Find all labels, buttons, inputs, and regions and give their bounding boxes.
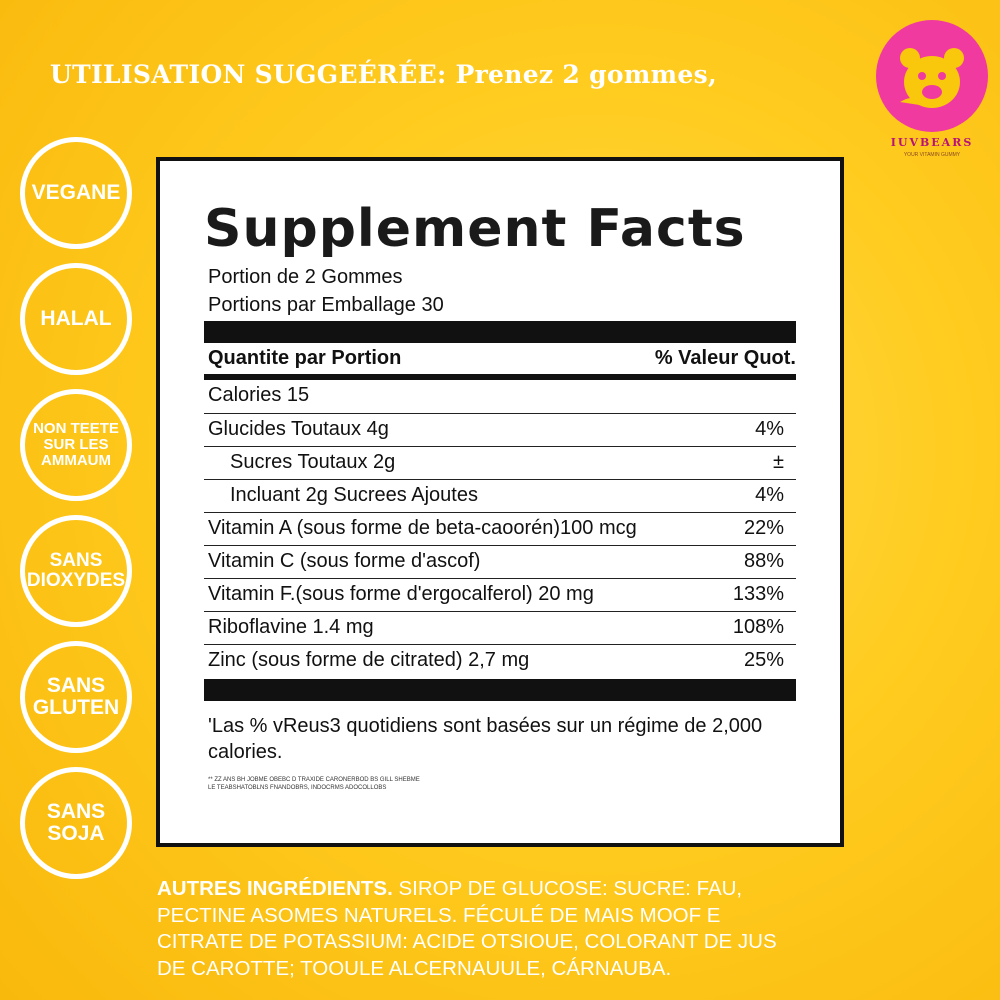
bear-icon [900, 48, 964, 108]
medium-divider [204, 374, 796, 380]
facts-row: Vitamin A (sous forme de beta-caoorén)10… [204, 512, 796, 546]
facts-row: Vitamin F.(sous forme d'ergocalferol) 20… [204, 578, 796, 612]
other-ingredients: AUTRES INGRÉDIENTS. SIROP DE GLUCOSE: SU… [157, 876, 797, 983]
brand-name: IUVBEARS [890, 136, 974, 149]
facts-row: Riboflavine 1.4 mg 108% [204, 611, 796, 645]
facts-row: Vitamin C (sous forme d'ascof) 88% [204, 545, 796, 579]
thick-divider [204, 321, 796, 343]
brand-tagline: YOUR VITAMIN GUMMY [903, 152, 961, 158]
facts-title: Supplement Facts [204, 199, 746, 259]
badge-gluten-free: SANS GLUTEN [20, 641, 132, 753]
ingredients-heading: AUTRES INGRÉDIENTS. [157, 877, 393, 900]
amount-header: Quantite par Portion % Valeur Quot. [208, 347, 796, 370]
ingredients-text: SIROP DE GLUCOSE: SUCRE: FAU, PECTINE AS… [157, 877, 777, 980]
facts-row: Sucres Toutaux 2g ± [204, 446, 796, 480]
badge-soy-free: SANS SOJA [20, 767, 132, 879]
fine-print: ** ZZ ANS BH JOBME OBEBC D TRAXIDE CARON… [208, 777, 420, 791]
badge-no-dioxides: SANS DIOXYDES [20, 515, 132, 627]
badge-not-tested: NON TEETE SUR LES AMMAUM [20, 389, 132, 501]
daily-value-footnote: 'Las % vReus3 quotidiens sont basées sur… [208, 715, 763, 763]
facts-row: Calories 15 [208, 384, 310, 406]
serving-size: Portion de 2 Gommes [208, 266, 403, 288]
badge-vegan: VEGANE [20, 137, 132, 249]
supplement-facts-panel: Supplement Facts Portion de 2 Gommes Por… [156, 157, 844, 847]
facts-row: Zinc (sous forme de citrated) 2,7 mg 25% [204, 644, 796, 678]
suggested-use-text: UTILISATION SUGGEÉRÉE: Prenez 2 gommes, [50, 60, 717, 89]
daily-value-label: % Valeur Quot. [654, 347, 796, 369]
badge-halal: HALAL [20, 263, 132, 375]
facts-row: Glucides Toutaux 4g 4% [204, 413, 796, 447]
servings-per-container: Portions par Emballage 30 [208, 294, 444, 316]
thick-divider [204, 679, 796, 701]
facts-row: Incluant 2g Sucrees Ajoutes 4% [204, 479, 796, 513]
brand-logo: IUVBEARS YOUR VITAMIN GUMMY [870, 20, 994, 160]
amount-per-serving-label: Quantite par Portion [208, 347, 402, 369]
